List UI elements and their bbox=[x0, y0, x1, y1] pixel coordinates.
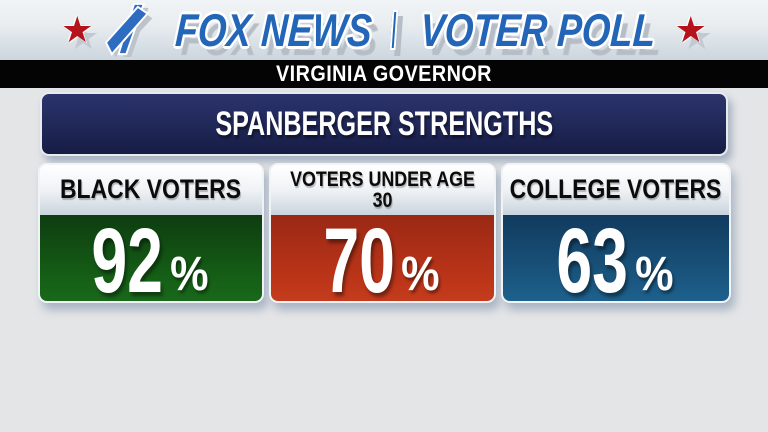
stat-value-panel: 70 % bbox=[271, 210, 494, 303]
product-title: VOTER POLL bbox=[418, 4, 657, 56]
stat-card-voters-under-30: VOTERS UNDER AGE 30 70 % bbox=[269, 163, 496, 303]
stat-value-panel: 63 % bbox=[503, 210, 729, 303]
stat-value: 92 bbox=[91, 210, 164, 303]
stat-value: 63 bbox=[556, 210, 629, 303]
stat-card-college-voters: COLLEGE VOTERS 63 % bbox=[501, 163, 731, 303]
stat-card-header: VOTERS UNDER AGE 30 bbox=[271, 165, 494, 215]
fox-searchlight-icon bbox=[105, 3, 153, 57]
stat-value-panel: 92 % bbox=[40, 210, 262, 303]
headline-text: SPANBERGER STRENGTHS bbox=[215, 104, 553, 143]
brand-title: FOX NEWS bbox=[174, 4, 374, 56]
stat-card-header: BLACK VOTERS bbox=[40, 165, 262, 215]
headline-bar: SPANBERGER STRENGTHS bbox=[40, 92, 728, 156]
stat-card-header: COLLEGE VOTERS bbox=[503, 165, 729, 215]
star-icon: ★ bbox=[674, 9, 707, 50]
stat-card-black-voters: BLACK VOTERS 92 % bbox=[38, 163, 264, 303]
brand-divider bbox=[389, 10, 399, 50]
stat-label: COLLEGE VOTERS bbox=[510, 174, 722, 205]
topic-title: VIRGINIA GOVERNOR bbox=[276, 61, 492, 86]
stat-unit: % bbox=[169, 248, 209, 301]
stat-label: BLACK VOTERS bbox=[60, 174, 242, 205]
topic-bar: VIRGINIA GOVERNOR bbox=[0, 60, 768, 88]
star-icon: ★ bbox=[61, 9, 94, 50]
header-banner: ★ FOX NEWS VOTER POLL ★ bbox=[0, 0, 768, 60]
stat-value: 70 bbox=[323, 210, 395, 303]
stat-label: VOTERS UNDER AGE 30 bbox=[290, 167, 475, 212]
stat-unit: % bbox=[634, 248, 674, 301]
stat-unit: % bbox=[401, 248, 440, 301]
